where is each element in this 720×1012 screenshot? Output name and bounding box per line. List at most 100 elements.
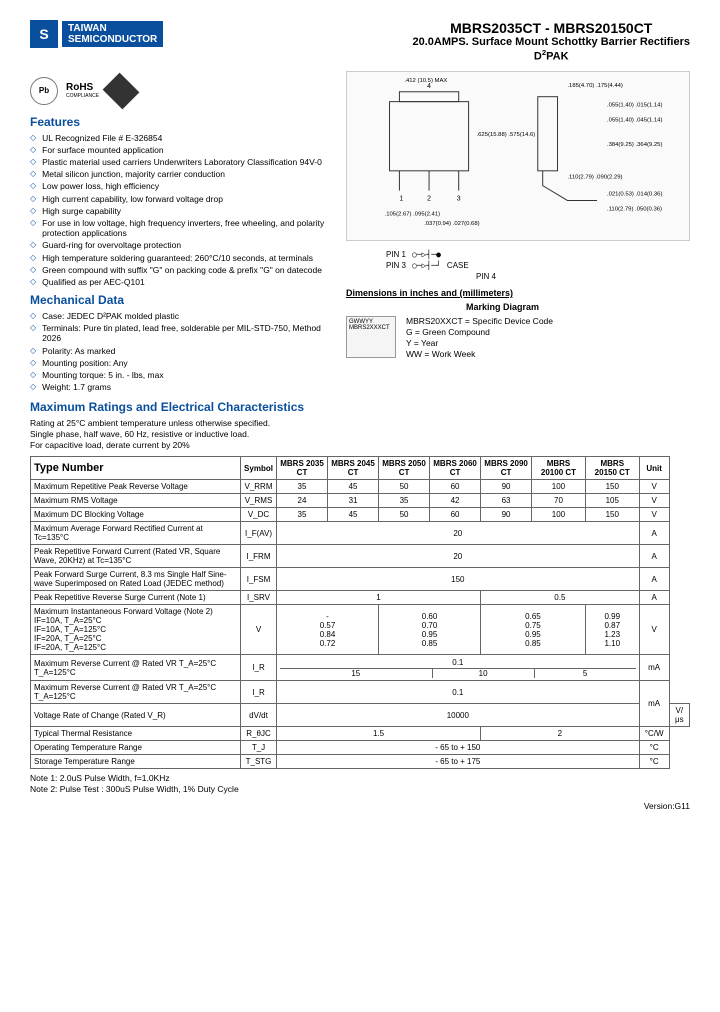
table-row: Voltage Rate of Change (Rated V_R)dV/dt1…: [31, 704, 690, 727]
value-cell: 45: [328, 480, 379, 494]
pin-diagram: PIN 1 ○─▷┤─● PIN 3 ○─▷┤─┘ CASE PIN 4: [346, 249, 690, 283]
col-20150: MBRS 20150 CT: [585, 457, 639, 480]
symbol-cell: V_RMS: [241, 494, 277, 508]
mechanical-item: Polarity: As marked: [30, 346, 330, 356]
value-cell: 35: [277, 480, 328, 494]
value-cell: 35: [277, 508, 328, 522]
brand-line2: SEMICONDUCTOR: [68, 34, 157, 45]
value-cell-span: - 65 to + 175: [277, 755, 640, 769]
unit-cell: A: [639, 568, 669, 591]
symbol-cell: R_θJC: [241, 727, 277, 741]
value-cell: 60: [430, 480, 481, 494]
notes: Note 1: 2.0uS Pulse Width, f=1.0KHzNote …: [30, 773, 690, 795]
marking-line: WW = Work Week: [406, 349, 553, 360]
ratings-conditions: Rating at 25°C ambient temperature unles…: [30, 418, 690, 450]
param-cell: Maximum DC Blocking Voltage: [31, 508, 241, 522]
diode-icon: ○─▷┤─┘: [412, 260, 441, 271]
mechanical-list: Case: JEDEC D²PAK molded plasticTerminal…: [30, 311, 330, 392]
unit-cell: °C/W: [639, 727, 669, 741]
svg-text:.384(9.25) .364(9.25): .384(9.25) .364(9.25): [607, 142, 663, 148]
value-cell: 100: [532, 480, 586, 494]
unit-cell: V: [639, 494, 669, 508]
value-cell-span: 150: [277, 568, 640, 591]
value-cell: 90: [481, 508, 532, 522]
logo-text: TAIWAN SEMICONDUCTOR: [62, 21, 163, 47]
mechanical-item: Mounting torque: 5 in. - lbs, max: [30, 370, 330, 380]
value-cell-span: 0.5: [481, 591, 640, 605]
package-icon: [103, 72, 140, 109]
value-cell: 50: [379, 480, 430, 494]
col-2090: MBRS 2090 CT: [481, 457, 532, 480]
mechanical-heading: Mechanical Data: [30, 293, 330, 307]
value-cell: 100: [532, 508, 586, 522]
type-number-head: Type Number: [31, 457, 241, 480]
symbol-cell: I_FSM: [241, 568, 277, 591]
svg-text:.055(1.40) .015(1.14): .055(1.40) .015(1.14): [607, 102, 663, 108]
feature-item: Metal silicon junction, majority carrier…: [30, 169, 330, 179]
symbol-cell: dV/dt: [241, 704, 277, 727]
table-row: Maximum Instantaneous Forward Voltage (N…: [31, 605, 690, 655]
table-row: Maximum RMS VoltageV_RMS243135426370105V: [31, 494, 690, 508]
svg-text:.021(0.53) .014(0.36): .021(0.53) .014(0.36): [607, 191, 663, 197]
feature-item: Plastic material used carriers Underwrit…: [30, 157, 330, 167]
value-cell-span: 10000: [277, 704, 640, 727]
brand-line1: TAIWAN: [68, 23, 107, 34]
value-cell: 24: [277, 494, 328, 508]
ratings-desc-line: For capacitive load, derate current by 2…: [30, 440, 690, 451]
value-cell: 60: [430, 508, 481, 522]
svg-text:.110(2.79) .050(0.36): .110(2.79) .050(0.36): [607, 206, 662, 212]
symbol-cell: T_J: [241, 741, 277, 755]
table-row: Peak Repetitive Reverse Surge Current (N…: [31, 591, 690, 605]
param-cell: Peak Repetitive Forward Current (Rated V…: [31, 545, 241, 568]
ratings-heading: Maximum Ratings and Electrical Character…: [30, 400, 690, 414]
param-cell: Peak Repetitive Reverse Surge Current (N…: [31, 591, 241, 605]
value-cell: 45: [328, 508, 379, 522]
svg-text:.110(2.79) .090(2.29): .110(2.79) .090(2.29): [567, 174, 622, 180]
spec-table: Type Number Symbol MBRS 2035 CT MBRS 204…: [30, 456, 690, 769]
spec-table-body: Maximum Repetitive Peak Reverse VoltageV…: [31, 480, 690, 769]
table-row: Operating Temperature RangeT_J- 65 to + …: [31, 741, 690, 755]
symbol-cell: I_FRM: [241, 545, 277, 568]
title-block: MBRS2035CT - MBRS20150CT 20.0AMPS. Surfa…: [412, 20, 690, 63]
diode-icon: ○─▷┤─●: [412, 249, 441, 260]
param-cell: Operating Temperature Range: [31, 741, 241, 755]
symbol-cell: I_F(AV): [241, 522, 277, 545]
value-cell: 35: [379, 494, 430, 508]
feature-item: Qualified as per AEC-Q101: [30, 277, 330, 287]
table-row: Maximum DC Blocking VoltageV_DC354550609…: [31, 508, 690, 522]
features-heading: Features: [30, 115, 330, 129]
unit-cell: A: [639, 545, 669, 568]
value-cell: 50: [379, 508, 430, 522]
svg-text:.037(0.94) .027(0.68): .037(0.94) .027(0.68): [424, 221, 480, 227]
marking-heading: Marking Diagram: [466, 302, 690, 312]
param-cell: Storage Temperature Range: [31, 755, 241, 769]
part-range: MBRS2035CT - MBRS20150CT: [412, 20, 690, 36]
value-cell: 70: [532, 494, 586, 508]
col-symbol: Symbol: [241, 457, 277, 480]
feature-item: Guard-ring for overvoltage protection: [30, 240, 330, 250]
svg-text:.625(15.88) .575(14.6): .625(15.88) .575(14.6): [476, 132, 535, 138]
marking-line: G = Green Compound: [406, 327, 553, 338]
value-cell: 105: [585, 494, 639, 508]
param-cell: Peak Forward Surge Current, 8.3 ms Singl…: [31, 568, 241, 591]
rohs-sub: COMPLIANCE: [66, 93, 99, 99]
ratings-desc-line: Rating at 25°C ambient temperature unles…: [30, 418, 690, 429]
marking-chip-icon: GWWYY MBRS2XXXCT: [346, 316, 396, 358]
symbol-cell: T_STG: [241, 755, 277, 769]
header-row: S TAIWAN SEMICONDUCTOR MBRS2035CT - MBRS…: [30, 20, 690, 63]
package-name: D2PAK: [412, 48, 690, 63]
value-cell-span: 0.1: [277, 681, 640, 704]
value-cell-span: 2: [481, 727, 640, 741]
unit-cell: °C: [639, 755, 669, 769]
param-cell: Maximum Average Forward Rectified Curren…: [31, 522, 241, 545]
table-row: Peak Forward Surge Current, 8.3 ms Singl…: [31, 568, 690, 591]
feature-item: Green compound with suffix "G" on packin…: [30, 265, 330, 275]
marking-legend: MBRS20XXCT = Specific Device CodeG = Gre…: [406, 316, 553, 360]
note-line: Note 1: 2.0uS Pulse Width, f=1.0KHz: [30, 773, 690, 784]
feature-item: Low power loss, high efficiency: [30, 181, 330, 191]
value-cell: 150: [585, 508, 639, 522]
value-cell: 90: [481, 480, 532, 494]
brand-logo: S TAIWAN SEMICONDUCTOR: [30, 20, 163, 48]
marking-block: GWWYY MBRS2XXXCT MBRS20XXCT = Specific D…: [346, 316, 690, 360]
note-line: Note 2: Pulse Test : 300uS Pulse Width, …: [30, 784, 690, 795]
